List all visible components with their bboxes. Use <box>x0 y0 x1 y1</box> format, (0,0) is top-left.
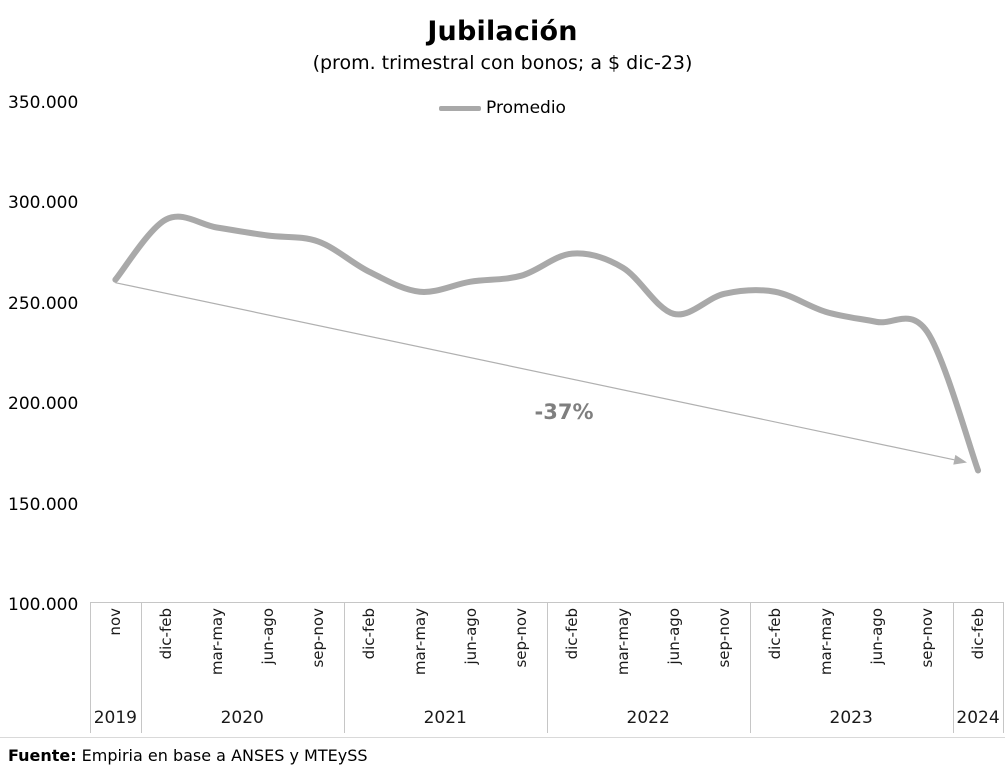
x-axis-tick-label: jun-ago <box>463 608 479 694</box>
x-axis-tick-label: dic-feb <box>361 608 377 694</box>
source-text: Empiria en base a ANSES y MTEySS <box>82 746 368 765</box>
trend-arrow-shaft <box>115 283 954 460</box>
axis-border <box>1003 602 1004 733</box>
x-axis-tick-label: sep-nov <box>919 608 935 694</box>
x-axis-year-label: 2022 <box>547 708 750 728</box>
x-axis-tick-label: jun-ago <box>260 608 276 694</box>
x-axis-tick-label: mar-may <box>818 608 834 694</box>
divider-line <box>0 737 1005 738</box>
x-axis-tick-label: dic-feb <box>564 608 580 694</box>
x-axis-year-label: 2019 <box>90 708 141 728</box>
x-axis-tick-label: sep-nov <box>716 608 732 694</box>
x-axis-tick-label: mar-may <box>412 608 428 694</box>
x-axis-tick-label: sep-nov <box>513 608 529 694</box>
line-plot <box>0 0 1005 769</box>
trend-arrow-head <box>953 455 967 465</box>
x-axis-tick-label: mar-may <box>209 608 225 694</box>
x-axis-year-label: 2020 <box>141 708 344 728</box>
x-axis-tick-label: dic-feb <box>158 608 174 694</box>
percent-change-annotation: -37% <box>535 400 594 424</box>
x-axis-year-label: 2024 <box>953 708 1004 728</box>
x-axis-tick-label: mar-may <box>615 608 631 694</box>
source-label: Fuente: <box>8 746 77 765</box>
x-axis-tick-label: dic-feb <box>970 608 986 694</box>
promedio-series-line <box>115 217 978 471</box>
chart-container: Jubilación (prom. trimestral con bonos; … <box>0 0 1005 769</box>
x-axis-tick-label: sep-nov <box>310 608 326 694</box>
x-axis-year-label: 2023 <box>750 708 953 728</box>
x-axis-tick-label: dic-feb <box>767 608 783 694</box>
x-axis-tick-label: jun-ago <box>869 608 885 694</box>
x-axis-year-label: 2021 <box>344 708 547 728</box>
x-axis-tick-label: nov <box>107 608 123 694</box>
x-axis-tick-label: jun-ago <box>666 608 682 694</box>
source-note: Fuente: Empiria en base a ANSES y MTEySS <box>8 746 368 765</box>
